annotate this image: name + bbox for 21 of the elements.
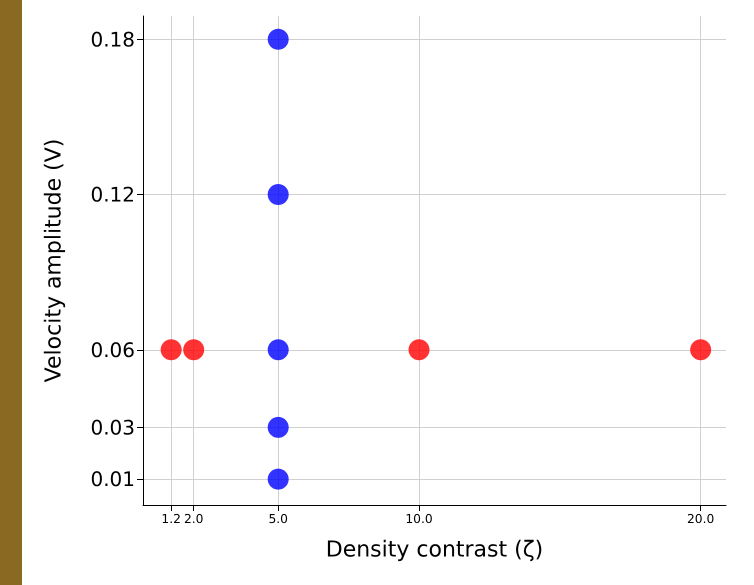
y-axis-title: Velocity amplitude (V): [42, 138, 66, 382]
y-tick-label: 0.06: [90, 338, 135, 362]
point: [268, 184, 289, 206]
x-tick-label: 20.0: [686, 512, 714, 526]
x-tick-label: 1.2: [161, 512, 181, 526]
point: [408, 339, 430, 360]
point: [183, 339, 204, 360]
x-axis-title: Density contrast (ζ): [326, 538, 544, 562]
point: [160, 339, 182, 360]
y-tick-label: 0.01: [90, 467, 135, 492]
point: [690, 339, 712, 360]
point: [268, 339, 289, 360]
y-tick-label: 0.12: [90, 182, 135, 207]
x-tick-label: 10.0: [405, 512, 433, 526]
y-tick-label: 0.18: [90, 27, 135, 52]
x-tick-label: 5.0: [268, 512, 288, 526]
x-tick-label: 2.0: [184, 512, 204, 526]
point: [268, 416, 289, 438]
point: [268, 28, 289, 50]
point: [268, 468, 289, 490]
y-tick-label: 0.03: [90, 415, 135, 440]
